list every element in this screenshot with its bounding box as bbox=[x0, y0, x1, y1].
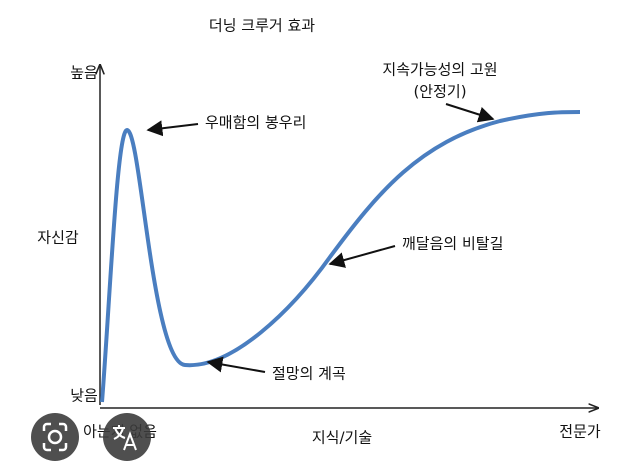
y-label: 자신감 bbox=[37, 229, 79, 247]
x-end: 전문가 bbox=[559, 423, 601, 441]
title: 더닝 크루거 효과 bbox=[209, 17, 315, 35]
translate-button[interactable] bbox=[103, 413, 151, 461]
plateau-note: (안정기) bbox=[413, 83, 466, 101]
plateau-label: 지속가능성의 고원 bbox=[382, 61, 497, 79]
arrow bbox=[206, 356, 266, 373]
confidence-curve bbox=[100, 110, 581, 403]
arrow bbox=[445, 103, 495, 123]
valley-label: 절망의 계곡 bbox=[272, 365, 346, 383]
peak-label: 우매함의 봉우리 bbox=[205, 114, 306, 132]
x-label: 지식/기술 bbox=[312, 429, 372, 447]
y-low: 낮음 bbox=[70, 387, 98, 405]
y-high: 높음 bbox=[70, 64, 98, 82]
arrow bbox=[328, 245, 396, 268]
lens-button[interactable] bbox=[31, 413, 79, 461]
arrow bbox=[146, 120, 199, 137]
slope-label: 깨달음의 비탈길 bbox=[402, 235, 503, 253]
